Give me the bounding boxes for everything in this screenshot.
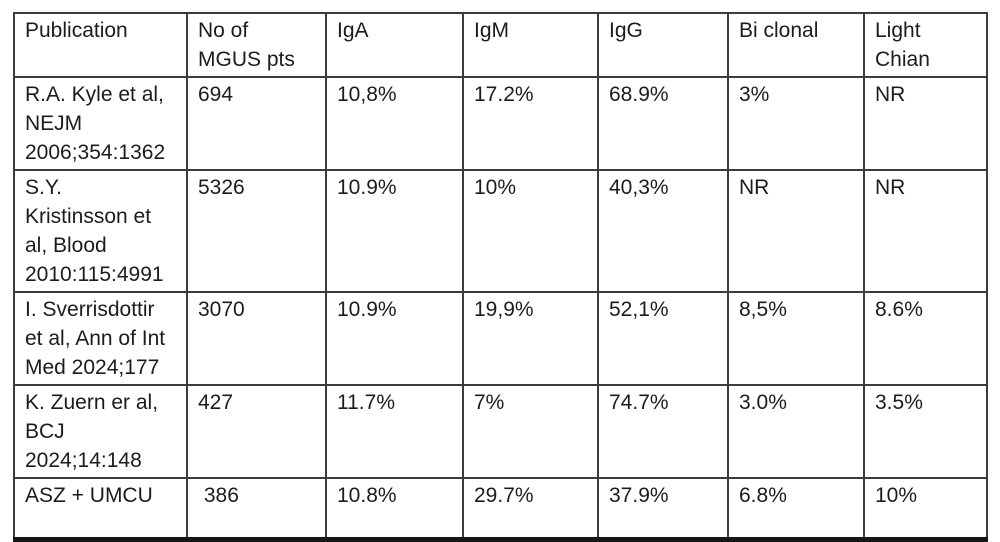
col-header-igg: IgG: [597, 12, 729, 78]
cell-igg: 37.9%: [597, 477, 729, 542]
cell-iga: 11.7%: [325, 384, 464, 479]
cell-igg: 40,3%: [597, 169, 729, 293]
table-row-zuern: K. Zuern er al, BCJ 2024;14:148 427 11.7…: [13, 384, 988, 479]
col-header-publication: Publication: [13, 12, 188, 78]
cell-publication: ASZ + UMCU: [13, 477, 188, 542]
col-header-igm: IgM: [462, 12, 599, 78]
table-row-kristinsson: S.Y. Kristinsson et al, Blood 2010:115:4…: [13, 169, 988, 293]
cell-pts: 386: [186, 477, 327, 542]
cell-iga: 10.8%: [325, 477, 464, 542]
table-row-kyle: R.A. Kyle et al, NEJM 2006;354:1362 694 …: [13, 76, 988, 171]
cell-publication: S.Y. Kristinsson et al, Blood 2010:115:4…: [13, 169, 188, 293]
table-row-asz-umcu: ASZ + UMCU 386 10.8% 29.7% 37.9% 6.8% 10…: [13, 477, 988, 542]
cell-lightchain: 8.6%: [863, 291, 988, 386]
table-row-sverrisdottir: I. Sverrisdottir et al, Ann of Int Med 2…: [13, 291, 988, 386]
cell-publication: I. Sverrisdottir et al, Ann of Int Med 2…: [13, 291, 188, 386]
cell-publication: R.A. Kyle et al, NEJM 2006;354:1362: [13, 76, 188, 171]
cell-igm: 29.7%: [462, 477, 599, 542]
col-header-iga: IgA: [325, 12, 464, 78]
col-header-light-chain: Light Chian: [863, 12, 988, 78]
cell-publication: K. Zuern er al, BCJ 2024;14:148: [13, 384, 188, 479]
cell-igm: 7%: [462, 384, 599, 479]
col-header-biclonal: Bi clonal: [727, 12, 865, 78]
mgus-comparison-table: Publication No of MGUS pts IgA IgM IgG B…: [13, 12, 988, 542]
col-header-no-of-mgus-pts: No of MGUS pts: [186, 12, 327, 78]
cell-pts: 694: [186, 76, 327, 171]
cell-biclonal: 3%: [727, 76, 865, 171]
cell-biclonal: NR: [727, 169, 865, 293]
cell-igg: 74.7%: [597, 384, 729, 479]
table-header-row: Publication No of MGUS pts IgA IgM IgG B…: [13, 12, 988, 78]
cell-igg: 52,1%: [597, 291, 729, 386]
cell-lightchain: NR: [863, 169, 988, 293]
cell-igm: 19,9%: [462, 291, 599, 386]
cell-biclonal: 3.0%: [727, 384, 865, 479]
cell-lightchain: 10%: [863, 477, 988, 542]
cell-iga: 10.9%: [325, 169, 464, 293]
cell-iga: 10,8%: [325, 76, 464, 171]
cell-lightchain: NR: [863, 76, 988, 171]
cell-lightchain: 3.5%: [863, 384, 988, 479]
cell-iga: 10.9%: [325, 291, 464, 386]
cell-pts: 5326: [186, 169, 327, 293]
cell-biclonal: 8,5%: [727, 291, 865, 386]
cell-igm: 10%: [462, 169, 599, 293]
cell-igm: 17.2%: [462, 76, 599, 171]
cell-pts: 427: [186, 384, 327, 479]
cell-pts: 3070: [186, 291, 327, 386]
cell-biclonal: 6.8%: [727, 477, 865, 542]
cell-igg: 68.9%: [597, 76, 729, 171]
